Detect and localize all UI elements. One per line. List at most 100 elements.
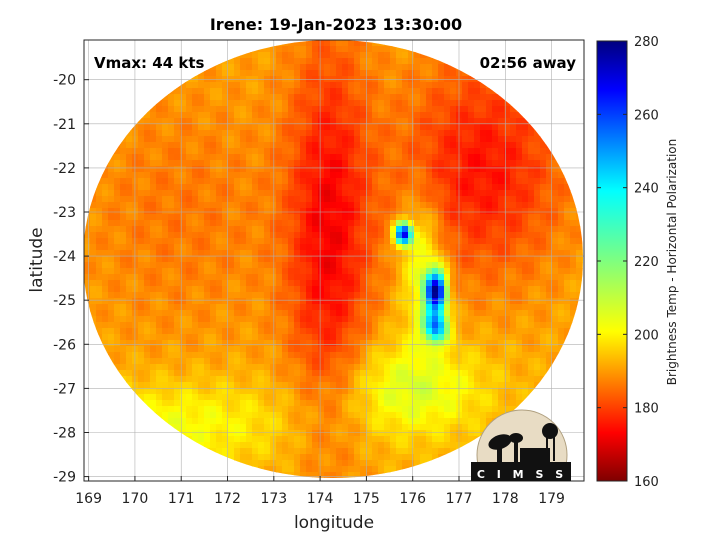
tb-cell — [516, 370, 523, 377]
tb-cell — [306, 274, 313, 281]
tb-cell — [288, 274, 295, 281]
tb-cell — [264, 112, 271, 119]
tb-cell — [96, 256, 103, 263]
tb-cell — [336, 76, 343, 83]
tb-cell — [354, 160, 361, 167]
tb-cell — [186, 124, 193, 131]
tb-cell — [264, 172, 271, 179]
tb-cell — [384, 160, 391, 167]
tb-cell — [444, 304, 451, 311]
tb-cell — [96, 238, 103, 245]
tb-cell — [408, 142, 415, 149]
tb-cell — [330, 64, 337, 71]
tb-cell — [438, 298, 445, 305]
tb-cell — [216, 376, 223, 383]
tb-cell — [192, 82, 199, 89]
tb-cell — [378, 304, 385, 311]
tb-cell — [204, 316, 211, 323]
tb-cell — [186, 136, 193, 143]
tb-cell — [288, 106, 295, 113]
tb-cell — [420, 88, 427, 95]
tb-cell — [198, 202, 205, 209]
tb-cell — [402, 226, 409, 233]
tb-cell — [264, 142, 271, 149]
tb-cell — [468, 100, 475, 107]
tb-cell — [126, 184, 133, 191]
tb-cell — [534, 214, 541, 221]
tb-cell — [426, 340, 433, 347]
tb-cell — [474, 226, 481, 233]
tb-cell — [462, 190, 469, 197]
tb-cell — [540, 178, 547, 185]
tb-cell — [174, 292, 181, 299]
tb-cell — [234, 310, 241, 317]
tb-cell — [264, 310, 271, 317]
tb-cell — [390, 328, 397, 335]
tb-cell — [192, 346, 199, 353]
tb-cell — [138, 256, 145, 263]
tb-cell — [402, 58, 409, 65]
tb-cell — [102, 208, 109, 215]
tb-cell — [306, 286, 313, 293]
tb-cell — [528, 130, 535, 137]
tb-cell — [444, 142, 451, 149]
tb-cell — [318, 250, 325, 257]
tb-cell — [552, 190, 559, 197]
tb-cell — [186, 214, 193, 221]
tb-cell — [162, 202, 169, 209]
tb-cell — [558, 190, 565, 197]
tb-cell — [186, 190, 193, 197]
tb-cell — [192, 178, 199, 185]
tb-cell — [168, 130, 175, 137]
tb-cell — [252, 394, 259, 401]
tb-cell — [444, 94, 451, 101]
tb-cell — [462, 214, 469, 221]
tb-cell — [426, 64, 433, 71]
tb-cell — [282, 244, 289, 251]
tb-cell — [282, 328, 289, 335]
tb-cell — [306, 292, 313, 299]
tb-cell — [174, 352, 181, 359]
tb-cell — [408, 340, 415, 347]
tb-cell — [504, 226, 511, 233]
tb-cell — [270, 316, 277, 323]
tb-cell — [180, 154, 187, 161]
tb-cell — [150, 376, 157, 383]
tb-cell — [324, 202, 331, 209]
tb-cell — [528, 124, 535, 131]
tb-cell — [114, 310, 121, 317]
tb-cell — [228, 136, 235, 143]
tb-cell — [138, 280, 145, 287]
tb-cell — [168, 172, 175, 179]
tb-cell — [270, 382, 277, 389]
tb-cell — [288, 256, 295, 263]
tb-cell — [414, 256, 421, 263]
tb-cell — [444, 238, 451, 245]
tb-cell — [480, 232, 487, 239]
tb-cell — [414, 286, 421, 293]
tb-cell — [180, 184, 187, 191]
tb-cell — [426, 82, 433, 89]
tb-cell — [414, 304, 421, 311]
tb-cell — [510, 328, 517, 335]
tb-cell — [354, 226, 361, 233]
tb-cell — [276, 70, 283, 77]
tb-cell — [330, 286, 337, 293]
tb-cell — [522, 124, 529, 131]
tb-cell — [438, 130, 445, 137]
tb-cell — [180, 310, 187, 317]
tb-cell — [330, 262, 337, 269]
tb-cell — [414, 364, 421, 371]
tb-cell — [498, 298, 505, 305]
tb-cell — [216, 172, 223, 179]
tb-cell — [138, 388, 145, 395]
tb-cell — [312, 64, 319, 71]
tb-cell — [510, 274, 517, 281]
tb-cell — [210, 346, 217, 353]
tb-cell — [486, 310, 493, 317]
tb-cell — [408, 304, 415, 311]
tb-cell — [282, 280, 289, 287]
tb-cell — [114, 358, 121, 365]
tb-cell — [384, 196, 391, 203]
tb-cell — [534, 202, 541, 209]
